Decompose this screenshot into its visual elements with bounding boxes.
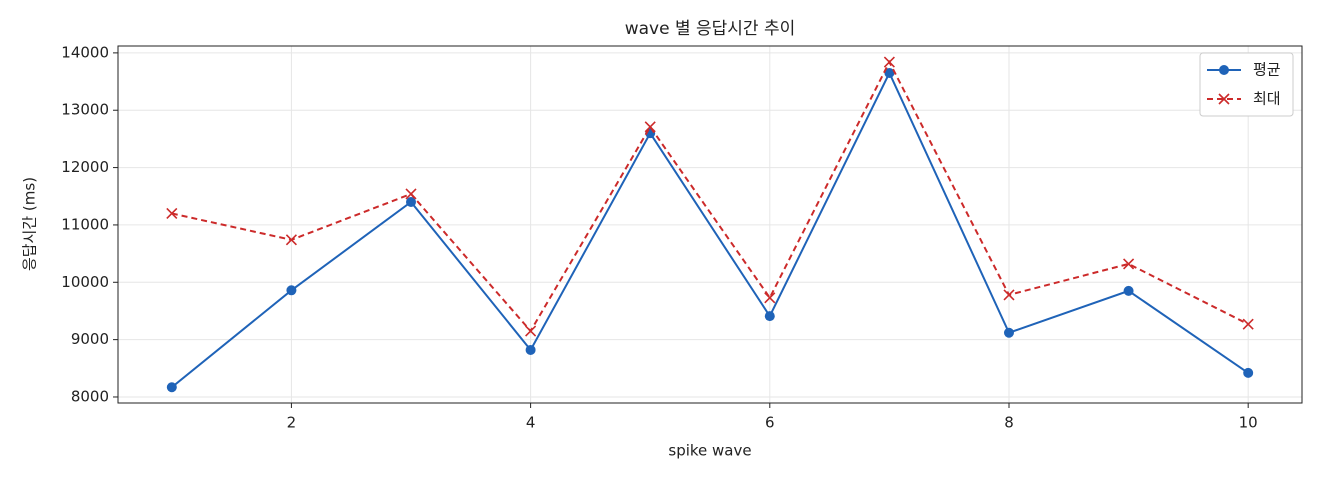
x-tick-label: 4 xyxy=(526,414,536,432)
data-point xyxy=(883,56,895,68)
data-point xyxy=(166,207,178,220)
data-point xyxy=(525,325,537,337)
legend-marker xyxy=(1218,93,1230,105)
data-point xyxy=(1003,289,1015,301)
data-point xyxy=(764,292,776,304)
plot-frame xyxy=(117,45,1303,404)
data-point xyxy=(1123,285,1134,296)
data-point xyxy=(525,344,536,355)
legend-label: 최대 xyxy=(1253,90,1281,108)
y-tick-label: 8000 xyxy=(71,387,109,405)
y-tick-label: 13000 xyxy=(61,101,109,119)
data-point xyxy=(764,311,775,322)
legend-marker xyxy=(1219,65,1229,75)
chart-title: wave 별 응답시간 추이 xyxy=(625,19,796,39)
data-point xyxy=(166,382,177,393)
y-tick-label: 14000 xyxy=(61,43,109,61)
y-tick-label: 11000 xyxy=(61,215,109,233)
data-point xyxy=(1003,327,1014,338)
data-point xyxy=(285,234,297,246)
x-tick-label: 8 xyxy=(1004,414,1014,432)
series-line xyxy=(171,70,1249,389)
data-point xyxy=(884,67,895,78)
data-point xyxy=(644,121,656,133)
legend-label: 평균 xyxy=(1253,61,1281,79)
y-axis-label: 응답시간 (ms) xyxy=(21,177,39,271)
data-point xyxy=(1242,318,1254,330)
y-tick-label: 12000 xyxy=(61,158,109,176)
data-point xyxy=(405,188,417,200)
data-point xyxy=(1123,258,1135,270)
series-line xyxy=(171,59,1249,333)
x-tick-label: 10 xyxy=(1239,414,1258,432)
x-tick-label: 2 xyxy=(287,414,297,432)
y-tick-label: 10000 xyxy=(61,273,109,291)
data-point xyxy=(406,196,417,207)
x-axis-label: spike wave xyxy=(668,442,751,460)
data-point xyxy=(1243,367,1254,378)
data-point xyxy=(286,285,297,296)
x-tick-label: 6 xyxy=(765,414,775,432)
y-tick-label: 9000 xyxy=(71,330,109,348)
